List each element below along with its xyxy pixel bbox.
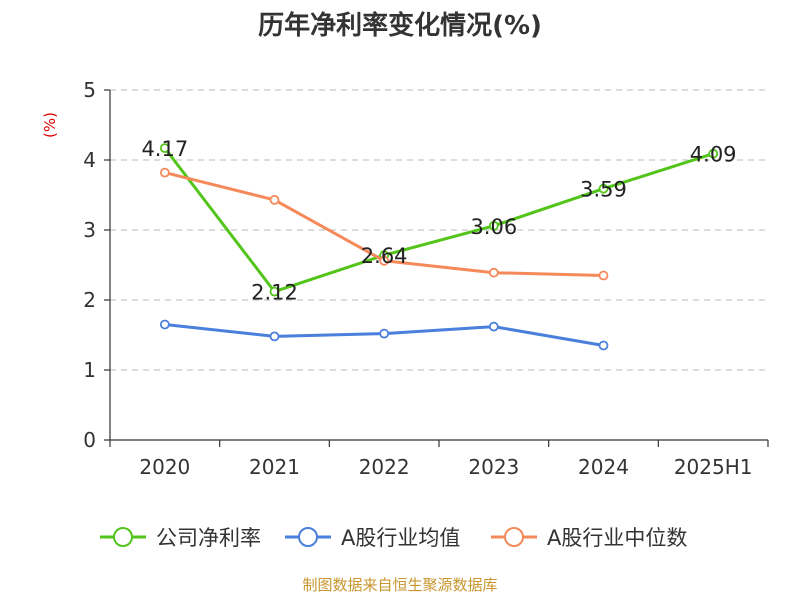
data-labels: 4.17 2.12 2.64 3.06 3.59 4.09 — [141, 137, 736, 305]
legend[interactable]: 公司净利率 A股行业均值 A股行业中位数 — [100, 526, 687, 550]
legend-label: 公司净利率 — [156, 526, 261, 550]
legend-item-1[interactable]: A股行业均值 — [285, 526, 460, 550]
legend-swatch-marker — [298, 527, 318, 547]
legend-item-2[interactable]: A股行业中位数 — [491, 526, 687, 550]
series-point-1 — [488, 321, 499, 332]
data-label: 4.09 — [690, 143, 737, 167]
legend-swatch-marker — [113, 527, 133, 547]
y-tick-label: 1 — [83, 358, 96, 382]
series-point-2 — [269, 194, 280, 205]
x-tick-label: 2020 — [139, 455, 190, 479]
axes: 0 1 2 3 4 5 2020 2021 2022 2023 2024 2025H1 — [83, 78, 769, 479]
x-tick-label: 2025H1 — [674, 455, 753, 479]
x-tick-label: 2021 — [249, 455, 300, 479]
series-point-2 — [488, 267, 499, 278]
legend-swatch-marker — [504, 527, 524, 547]
y-tick-label: 5 — [83, 78, 96, 102]
x-tick-label: 2022 — [359, 455, 410, 479]
series-point-1 — [159, 319, 170, 330]
y-tick-label: 3 — [83, 218, 96, 242]
series-point-1 — [379, 328, 390, 339]
x-tick-label: 2023 — [468, 455, 519, 479]
x-tick-label: 2024 — [578, 455, 629, 479]
y-axis-unit: (%) — [41, 112, 59, 138]
series-point-0 — [269, 286, 280, 297]
series-point-1 — [598, 340, 609, 351]
source-note: 制图数据来自恒生聚源数据库 — [302, 576, 497, 594]
data-label: 3.06 — [470, 215, 517, 239]
legend-item-0[interactable]: 公司净利率 — [100, 526, 261, 550]
data-label: 4.17 — [141, 137, 188, 161]
series-point-1 — [269, 331, 280, 342]
data-label: 2.64 — [361, 244, 408, 268]
series-point-0 — [488, 220, 499, 231]
y-tick-label: 4 — [83, 148, 96, 172]
y-tick-label: 2 — [83, 288, 96, 312]
legend-label: A股行业中位数 — [547, 526, 687, 550]
y-tick-label: 0 — [83, 428, 96, 452]
chart-title: 历年净利率变化情况(%) — [258, 10, 542, 41]
legend-label: A股行业均值 — [341, 526, 460, 550]
series-point-0 — [159, 143, 170, 154]
series-point-0 — [708, 148, 719, 159]
series-point-2 — [379, 255, 390, 266]
series-line-0 — [163, 147, 714, 294]
series-point-2 — [159, 167, 170, 178]
series-point-0 — [598, 183, 609, 194]
data-label: 3.59 — [580, 178, 627, 202]
data-label: 2.12 — [251, 281, 298, 305]
series-point-2 — [598, 270, 609, 281]
series — [159, 143, 719, 351]
